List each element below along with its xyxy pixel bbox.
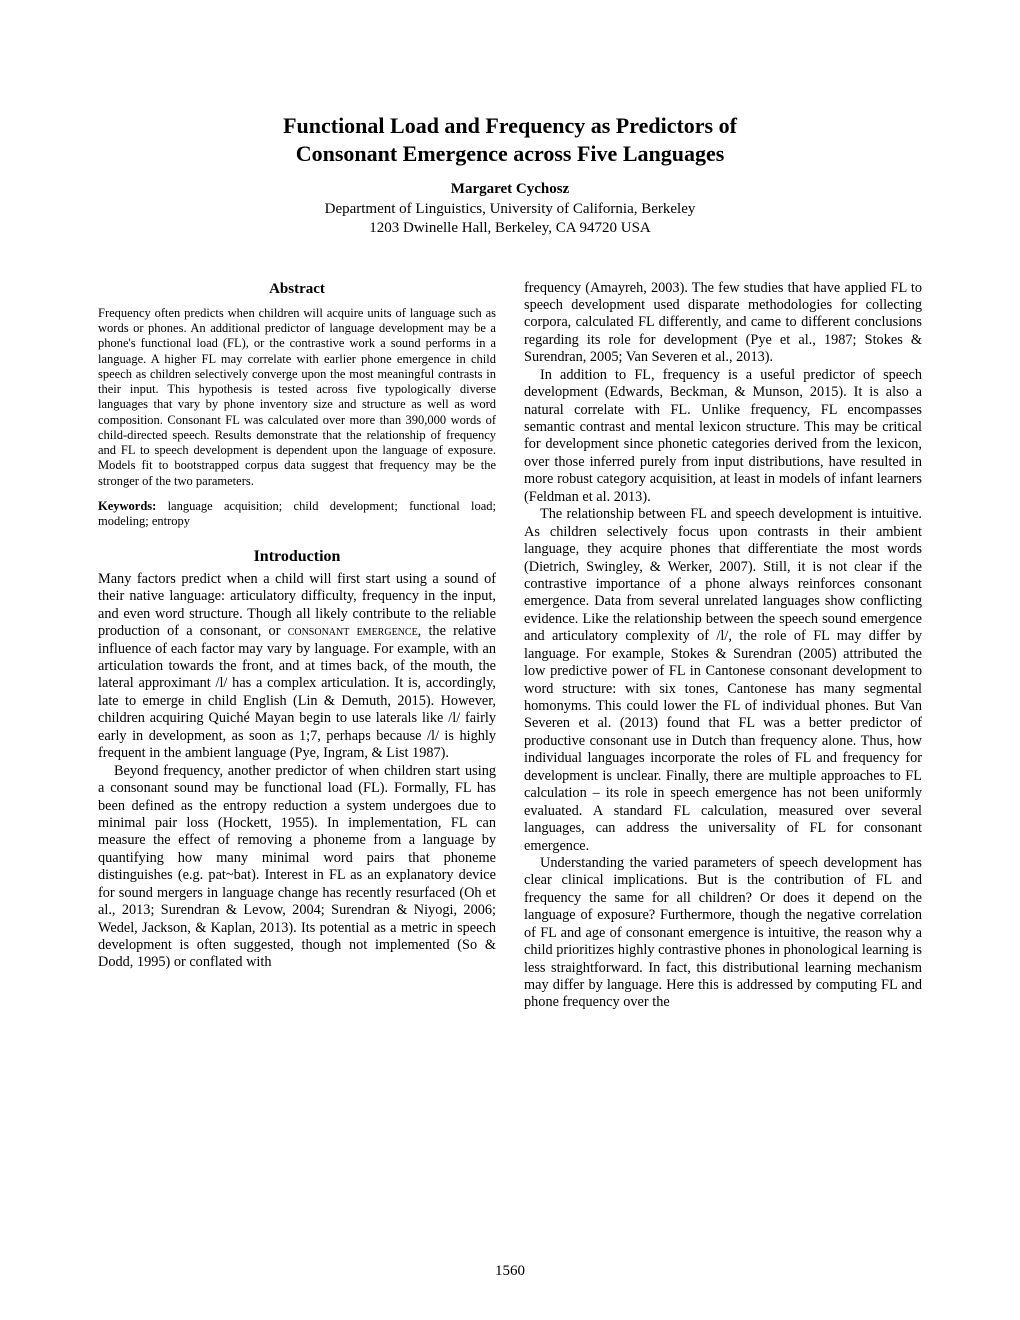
keywords-line: Keywords: language acquisition; child de… — [98, 499, 496, 530]
intro-p1-b: , the relative influence of each factor … — [98, 623, 496, 761]
two-column-layout: Abstract Frequency often predicts when c… — [98, 280, 922, 1012]
affiliation-line-1: Department of Linguistics, University of… — [98, 200, 922, 219]
abstract-text: Frequency often predicts when children w… — [98, 306, 496, 489]
introduction-heading: Introduction — [98, 547, 496, 567]
intro-p1-smallcaps: consonant emergence — [288, 623, 418, 639]
left-column: Abstract Frequency often predicts when c… — [98, 280, 496, 1012]
page-number: 1560 — [0, 1263, 1020, 1280]
col2-paragraph-2: In addition to FL, frequency is a useful… — [524, 367, 922, 507]
keywords-text: language acquisition; child development;… — [98, 499, 496, 528]
title-line-1: Functional Load and Frequency as Predict… — [283, 113, 737, 138]
author-name: Margaret Cychosz — [98, 181, 922, 198]
col2-paragraph-4: Understanding the varied parameters of s… — [524, 855, 922, 1012]
right-column: frequency (Amayreh, 2003). The few studi… — [524, 280, 922, 1012]
abstract-heading: Abstract — [98, 280, 496, 298]
paper-title: Functional Load and Frequency as Predict… — [98, 112, 922, 167]
col2-paragraph-1: frequency (Amayreh, 2003). The few studi… — [524, 280, 922, 367]
intro-paragraph-2: Beyond frequency, another predictor of w… — [98, 763, 496, 972]
col2-paragraph-3: The relationship between FL and speech d… — [524, 506, 922, 855]
page: Functional Load and Frequency as Predict… — [0, 0, 1020, 1320]
title-line-2: Consonant Emergence across Five Language… — [296, 141, 725, 166]
affiliation-line-2: 1203 Dwinelle Hall, Berkeley, CA 94720 U… — [98, 219, 922, 238]
keywords-label: Keywords: — [98, 499, 156, 513]
intro-paragraph-1: Many factors predict when a child will f… — [98, 571, 496, 763]
